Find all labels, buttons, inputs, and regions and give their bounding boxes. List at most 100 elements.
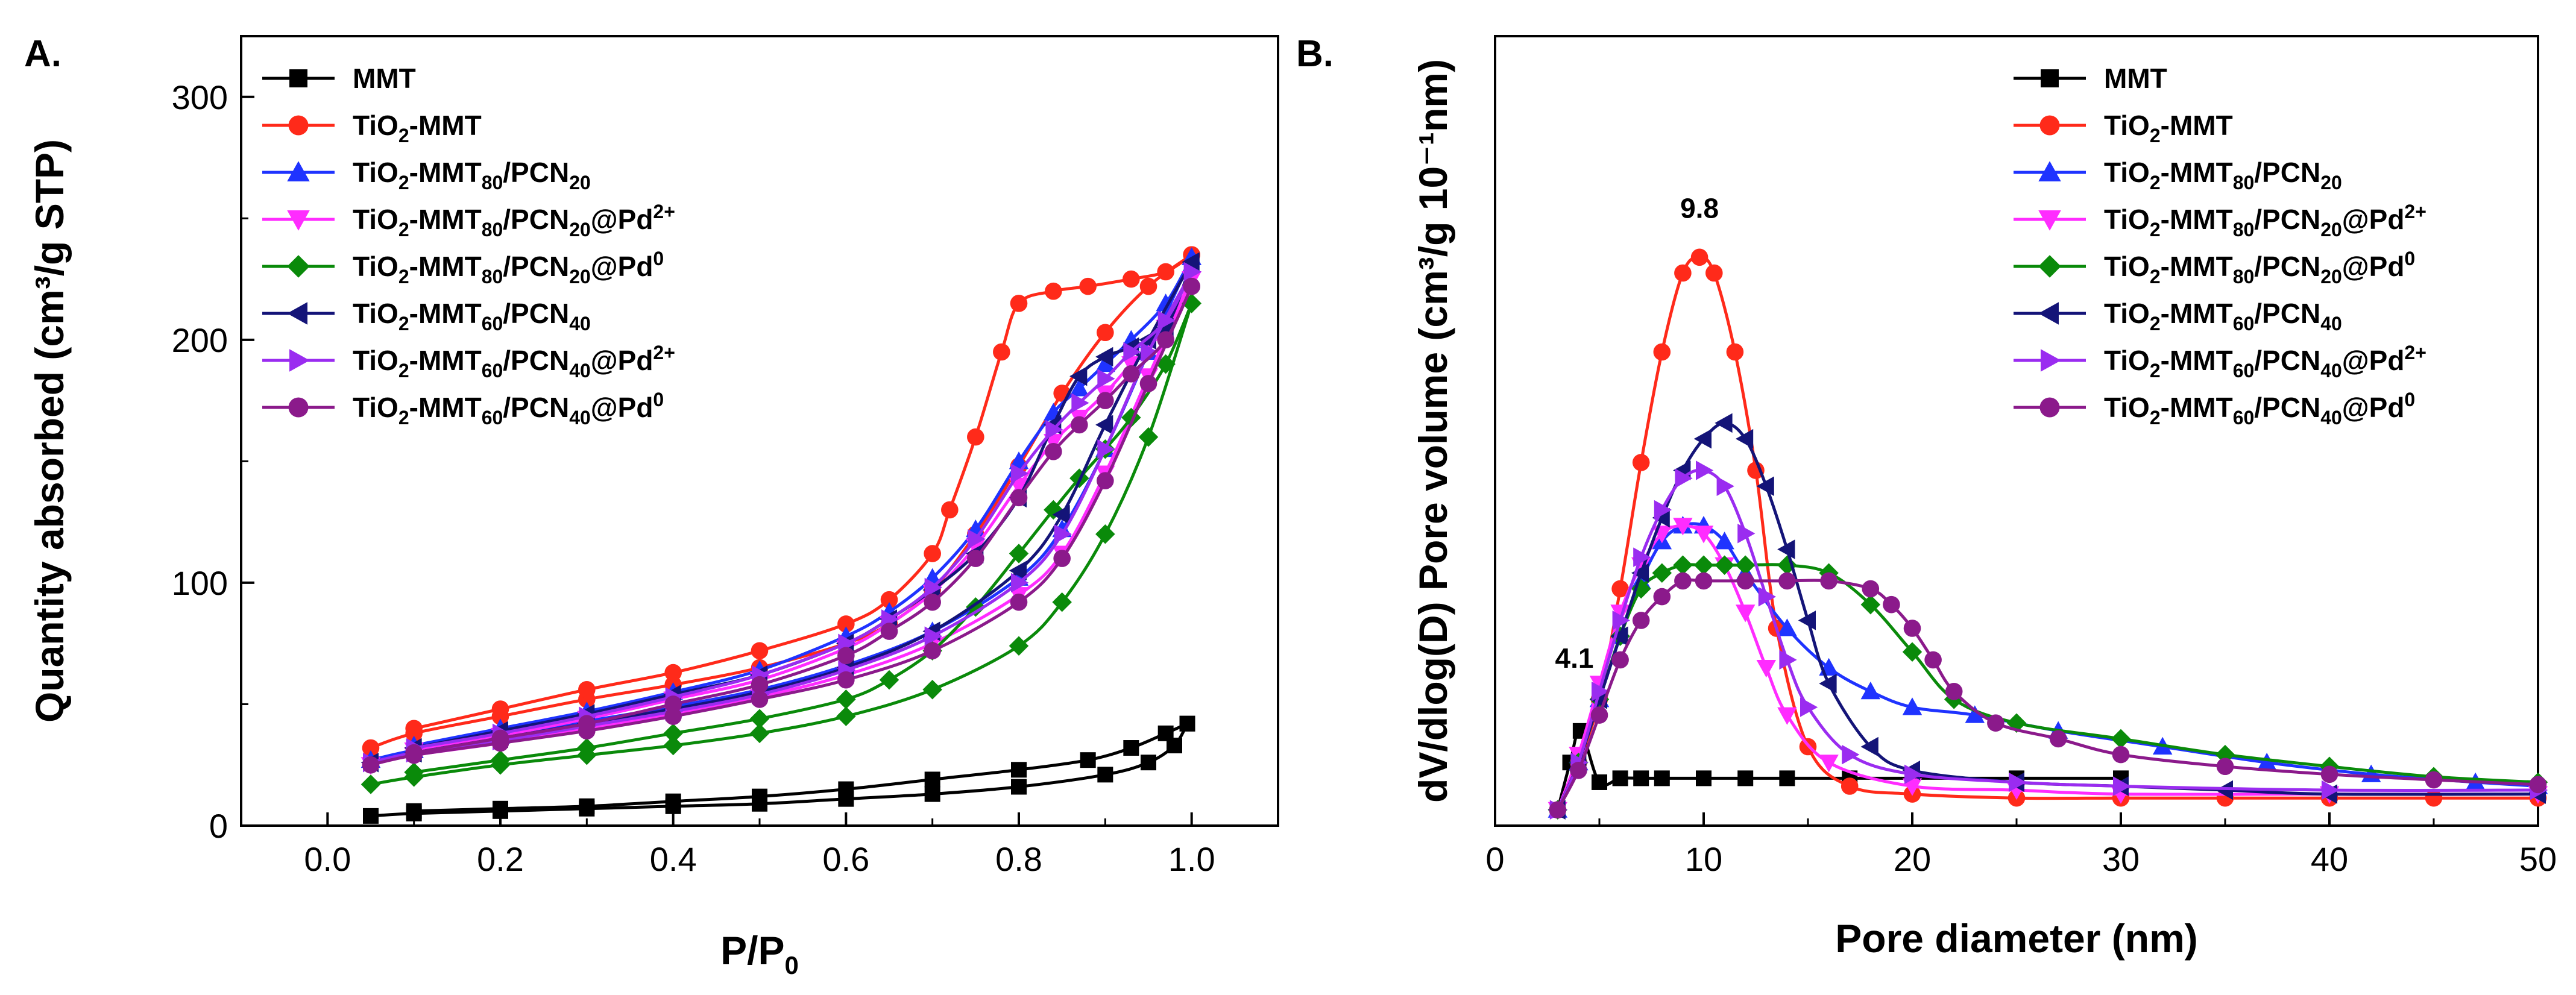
panel-a-series-1-point [751,642,769,660]
panel-b-series-1-point [1690,248,1708,266]
panel-a-series-1-point [1123,270,1140,288]
panel-a-series-6-adsorption-line [370,271,1193,764]
panel-b-series-5-point [1819,673,1837,694]
panel-b-series-7-point [1820,572,1838,590]
panel-a-legend-label-7-part-5: 40 [569,407,591,428]
panel-a-series-4-point [879,670,899,690]
panel-a-x-tick-label: 1.0 [1168,840,1215,878]
panel-a-legend-marker-3 [287,210,310,231]
panel-a-series-1-point [1157,263,1174,281]
panel-b-series-3-point [1777,707,1797,725]
panel-a-legend-label-4: TiO2-MMT80/PCN20@Pd0 [353,248,664,287]
panel-b-legend-label-3-part-7: 2+ [2404,201,2426,222]
panel-b-series-2-point [1965,705,1985,723]
panel-a-series-4-point [1138,427,1159,447]
panel-a-series-7-point [837,647,855,665]
panel-a-series-6-point [1045,419,1063,440]
panel-b-series-2-point [1902,697,1923,715]
panel-b-legend-label-7-part-1: 2 [2150,407,2161,428]
panel-b-series-7-point [2216,758,2234,776]
panel-a-legend-label-7: TiO2-MMT60/PCN40@Pd0 [353,389,664,428]
panel-b-series-4-point [1652,563,1672,583]
panel-a-y-tick-label: 0 [209,807,228,845]
panel-a-legend-label-6-part-3: 60 [482,360,503,381]
panel-b-legend-marker-7 [2039,397,2060,418]
panel-b-legend-label-7-part-7: 0 [2404,389,2415,410]
panel-a-series-7-point [1045,442,1062,460]
panel-a-legend-marker-4 [287,255,310,278]
panel-a-y-tick-label: 100 [172,564,228,602]
panel-b-series-group [1548,248,2548,820]
panel-a-legend-label-3-part-2: -MMT [409,204,482,235]
panel-a-series-5-point [1009,560,1027,581]
panel-a-series-4-point [1052,592,1072,612]
panel-b-series-6-point [1800,697,1818,717]
panel-a-series-1-point [837,615,855,633]
panel-a-legend-label-3: TiO2-MMT80/PCN20@Pd2+ [353,201,675,240]
panel-b-legend-label-5-part-0: TiO [2104,298,2150,329]
panel-b-annotation-0: 9.8 [1680,192,1719,224]
panel-b-legend-label-6-part-7: 2+ [2404,342,2426,363]
panel-b-series-6-point [1654,500,1672,520]
panel-a-series-7-point [491,729,509,747]
panel-a-legend-marker-2 [287,161,310,181]
panel-a-legend-label-5-part-0: TiO [353,298,398,329]
panel-b-series-3-point [1735,604,1756,623]
panel-b-legend-label-4-part-3: 80 [2233,266,2255,287]
panel-a-series-4-point [577,738,597,758]
panel-a-legend-label-6-part-7: 2+ [653,342,675,363]
panel-b-legend-marker-3 [2038,210,2061,231]
panel-a-series-0 [363,715,1195,824]
panel-a-series-1-point [1139,277,1157,295]
panel-b-series-4-point [1673,555,1693,575]
panel-a-series-group [361,246,1201,824]
panel-b-series-2-point [1860,682,1881,700]
panel-b-series-6-point [1842,744,1860,765]
panel-a-series-4-point [361,774,381,794]
panel-a-legend-label-0: MMT [353,63,416,94]
panel-a-series-0-point [406,803,422,819]
panel-b-series-1-point [1705,264,1723,282]
panel-b-series-4-point [1860,594,1881,615]
panel-a-series-6-point [968,529,986,549]
panel-b-legend-label-3: TiO2-MMT80/PCN20@Pd2+ [2104,201,2426,240]
panel-a-series-4-point [1095,524,1115,544]
panel-b-series-1-point [2425,789,2443,807]
panel-b-series-7-point [1570,762,1587,779]
panel-b-series-1-point [1726,343,1744,361]
panel-a-series-0-point [1097,767,1113,783]
panel-b-legend-label-6-part-1: 2 [2150,360,2161,381]
panel-a-legend-label-2-part-0: TiO [353,157,398,188]
panel-a-x-tick-label: 0.0 [304,840,351,878]
panel-b-series-3-point [1902,778,1923,796]
panel-a-series-7-point [837,671,855,689]
panel-b-legend-label-3-part-4: /PCN [2254,204,2320,235]
panel-b-series-5-point [1693,428,1712,449]
panel-b-series-7-point [1862,580,1880,598]
panel-a-series-1-point [1010,295,1028,312]
panel-a-series-1-point [1097,324,1114,342]
panel-b-series-6-point [1592,682,1610,702]
panel-b-legend-label-4-part-1: 2 [2150,266,2161,287]
panel-b-legend-marker-2 [2038,161,2061,181]
panel-b-legend: MMTTiO2-MMTTiO2-MMT80/PCN20TiO2-MMT80/PC… [2014,63,2426,428]
panel-a-series-7-point [1157,331,1174,349]
panel-b-series-6-point [1633,547,1651,567]
panel-a-series-2-point [1069,378,1089,397]
panel-b-legend-label-1-part-1: 2 [2150,125,2161,146]
panel-a-legend-label-3-part-6: @Pd [591,204,653,235]
panel-a-series-7-point [751,676,769,694]
panel-a-legend-label-5-part-5: 40 [569,313,591,334]
panel-a-series-1-point [491,700,509,718]
panel-a-x-tick-label: 0.4 [650,840,697,878]
panel-a-series-5-point [1095,415,1113,435]
panel-b-legend-label-5: TiO2-MMT60/PCN40 [2104,298,2342,334]
panel-a-legend-label-7-part-6: @Pd [591,392,653,423]
panel-a-series-7-point [405,744,423,762]
panel-b-legend-marker-4 [2038,255,2061,278]
panel-a-series-4-point [1009,544,1029,563]
panel-a-legend-marker-0 [289,69,307,87]
panel-b-annotation-1: 4.1 [1555,642,1594,674]
panel-b-series-1-point [1747,462,1765,479]
